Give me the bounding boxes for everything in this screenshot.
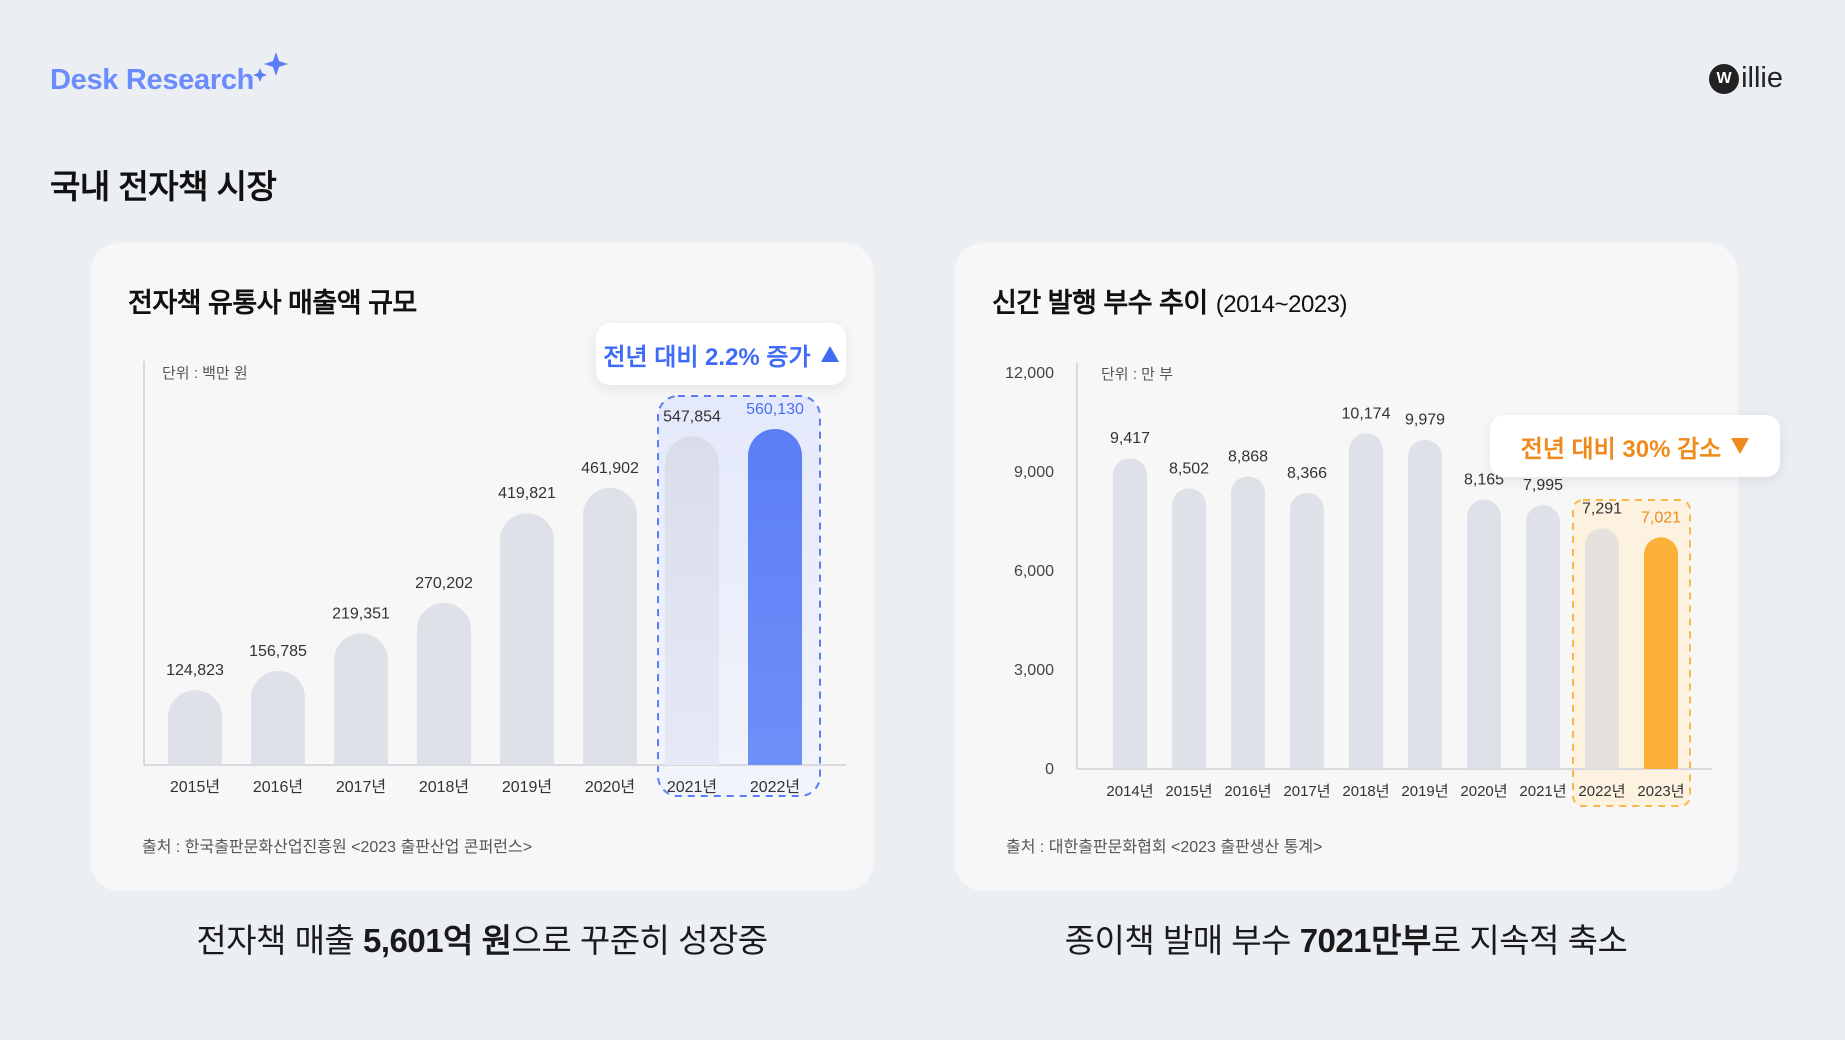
summary-pre: 전자책 매출 (196, 922, 363, 959)
value-label: 124,823 (166, 662, 224, 679)
triangle-down-icon (1731, 438, 1750, 454)
x-tick-label: 2014년 (1106, 783, 1153, 800)
triangle-up-icon (820, 346, 839, 362)
summary-pre: 종이책 발매 부수 (1064, 922, 1300, 959)
card-title: 전자책 유통사 매출액 규모 (128, 288, 417, 318)
y-tick-label: 12,000 (1005, 365, 1054, 382)
x-tick-label: 2017년 (336, 778, 386, 796)
page-title: 국내 전자책 시장 (50, 168, 277, 205)
x-tick-label: 2021년 (667, 778, 717, 796)
bar-2019년 (1408, 439, 1442, 769)
y-tick-label: 9,000 (1014, 464, 1054, 481)
value-label: 8,366 (1287, 465, 1327, 482)
x-tick-label: 2017년 (1283, 783, 1330, 800)
bar-2018년 (417, 602, 471, 765)
x-tick-label: 2019년 (1401, 783, 1448, 800)
bar-2018년 (1349, 433, 1383, 769)
x-tick-label: 2022년 (750, 778, 800, 796)
bar-2021년 (665, 436, 719, 765)
card-title: 신간 발행 부수 추이 (2014~2023) (992, 281, 1348, 320)
ebook-revenue-chart: 단위 : 백만 원 124,823 2015년 156,785 2016년 219,351… (143, 361, 846, 797)
x-tick-label: 2016년 (1224, 783, 1271, 800)
summary-highlight: 5,601억 원 (362, 922, 512, 959)
summary-post: 로 지속적 축소 (1430, 922, 1628, 959)
value-label: 7,995 (1523, 477, 1563, 494)
card-title-main: 신간 발행 부수 추이 (992, 288, 1208, 318)
bar-2022년 (748, 429, 802, 765)
source-note: 출처 : 한국출판문화산업진흥원 <2023 출판산업 콘퍼런스> (142, 839, 533, 856)
bar-2019년 (500, 513, 554, 765)
bar-2021년 (1526, 505, 1560, 769)
value-label: 8,165 (1464, 472, 1504, 489)
summary-post: 으로 꾸준히 성장중 (511, 922, 768, 959)
unit-label: 단위 : 만 부 (1101, 366, 1173, 383)
bar-2017년 (1290, 492, 1324, 769)
x-tick-label: 2020년 (585, 778, 635, 796)
x-tick-label: 2018년 (419, 778, 469, 796)
bar-2016년 (1231, 476, 1265, 769)
summary-highlight: 7021만부 (1299, 922, 1432, 959)
decline-callout: 전년 대비 30% 감소 (1490, 415, 1780, 477)
ebook-summary: 전자책 매출 5,601억 원으로 꾸준히 성장중 (90, 914, 874, 962)
value-label: 547,854 (663, 408, 721, 425)
book-issue-chart: 단위 : 만 부 12,000 9,000 6,000 3,000 0 9,417 2014년… (1005, 363, 1712, 807)
bar-2022년 (1585, 528, 1619, 769)
card-title-period: (2014~2023) (1215, 291, 1348, 318)
bar-2017년 (334, 633, 388, 765)
value-label: 9,417 (1110, 430, 1150, 447)
value-label: 8,868 (1228, 448, 1268, 465)
bar-2020년 (583, 487, 637, 765)
y-tick-label: 3,000 (1014, 662, 1054, 679)
x-tick-label: 2019년 (502, 778, 552, 796)
value-label: 9,979 (1405, 412, 1445, 429)
paperbook-summary: 종이책 발매 부수 7021만부로 지속적 축소 (954, 914, 1738, 962)
value-label: 10,174 (1342, 405, 1391, 422)
bar-2014년 (1113, 458, 1147, 769)
x-tick-label: 2015년 (1165, 783, 1212, 800)
bar-2023년 (1644, 537, 1678, 769)
x-tick-label: 2022년 (1578, 783, 1625, 800)
x-tick-label: 2020년 (1460, 783, 1507, 800)
x-tick-label: 2016년 (253, 778, 303, 796)
value-label: 461,902 (581, 460, 639, 477)
logo-text: illie (1741, 62, 1783, 94)
bar-2015년 (168, 690, 222, 765)
unit-label: 단위 : 백만 원 (162, 365, 248, 382)
book-issue-card: 신간 발행 부수 추이 (2014~2023) 단위 : 만 부 12,000 9,0… (954, 243, 1780, 891)
callout-text: 전년 대비 30% 감소 (1520, 435, 1722, 463)
brand-title: Desk Research (50, 64, 255, 96)
bar-2016년 (251, 670, 305, 765)
x-tick-label: 2015년 (170, 778, 220, 796)
logo-mark: W (1709, 63, 1740, 94)
value-label: 8,502 (1169, 460, 1209, 477)
ebook-revenue-card: 전자책 유통사 매출액 규모 단위 : 백만 원 124,823 2015년 156,… (90, 243, 874, 891)
y-tick-label: 0 (1045, 761, 1054, 778)
value-label: 156,785 (249, 643, 307, 660)
callout-text: 전년 대비 2.2% 증가 (603, 343, 811, 371)
x-tick-label: 2023년 (1637, 783, 1684, 800)
y-tick-label: 6,000 (1014, 563, 1054, 580)
value-label: 270,202 (415, 575, 473, 592)
bar-2015년 (1172, 488, 1206, 769)
value-label: 419,821 (498, 485, 556, 502)
x-tick-label: 2018년 (1342, 783, 1389, 800)
value-label: 7,021 (1641, 509, 1681, 526)
willie-logo: W illie (1709, 62, 1783, 95)
source-note: 출처 : 대한출판문화협회 <2023 출판생산 통계> (1006, 839, 1323, 856)
growth-callout: 전년 대비 2.2% 증가 (596, 323, 846, 385)
bar-2020년 (1467, 499, 1501, 769)
value-label: 560,130 (746, 401, 804, 418)
x-tick-label: 2021년 (1519, 783, 1566, 800)
value-label: 219,351 (332, 605, 390, 622)
value-label: 7,291 (1582, 500, 1622, 517)
sparkle-icon (253, 52, 288, 82)
